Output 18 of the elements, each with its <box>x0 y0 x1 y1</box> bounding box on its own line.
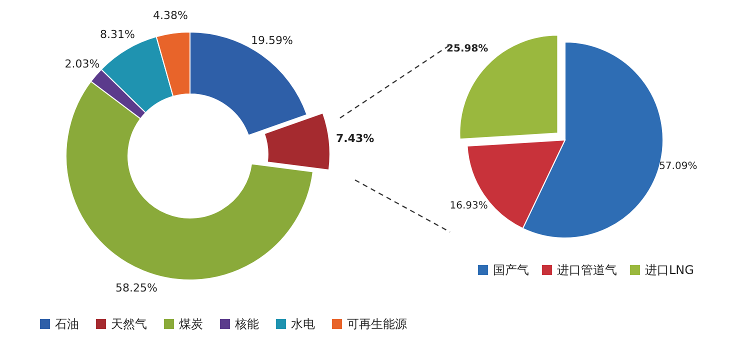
data-label: 8.31% <box>100 28 135 41</box>
data-label: 2.03% <box>64 57 100 70</box>
data-label: 58.25% <box>116 281 158 294</box>
legend-label: 国产气 <box>493 263 529 278</box>
legend-label: 进口管道气 <box>557 263 617 278</box>
legend-label: 石油 <box>55 317 79 332</box>
legend-label: 进口LNG <box>645 263 694 278</box>
data-label: 25.98% <box>446 44 488 55</box>
legend-label: 天然气 <box>111 317 147 332</box>
legend-label: 可再生能源 <box>347 317 407 332</box>
data-label: 4.38% <box>153 9 188 22</box>
data-label: 57.09% <box>659 161 698 172</box>
data-label: 16.93% <box>450 200 488 212</box>
data-label: 19.59% <box>251 34 293 47</box>
legend-label: 水电 <box>291 317 315 332</box>
data-label: 7.43% <box>336 132 374 146</box>
legend-label: 煤炭 <box>179 317 203 332</box>
legend-label: 核能 <box>234 317 259 332</box>
